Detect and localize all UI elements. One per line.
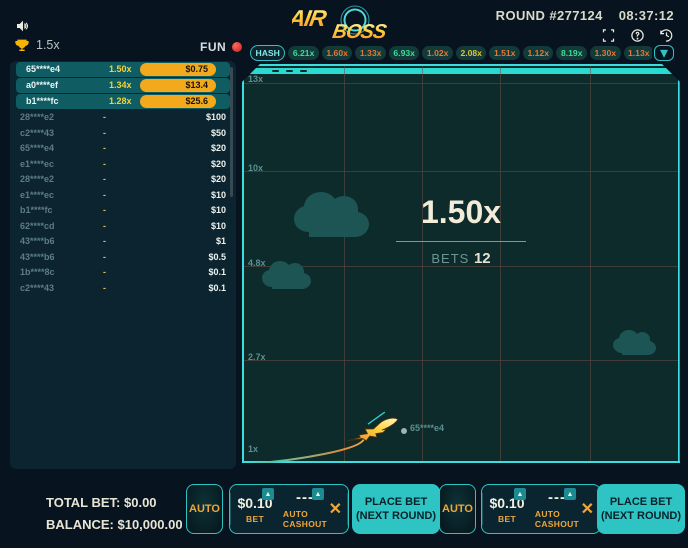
svg-text:BOSS: BOSS [331, 21, 389, 42]
svg-text:AIR: AIR [292, 5, 329, 31]
